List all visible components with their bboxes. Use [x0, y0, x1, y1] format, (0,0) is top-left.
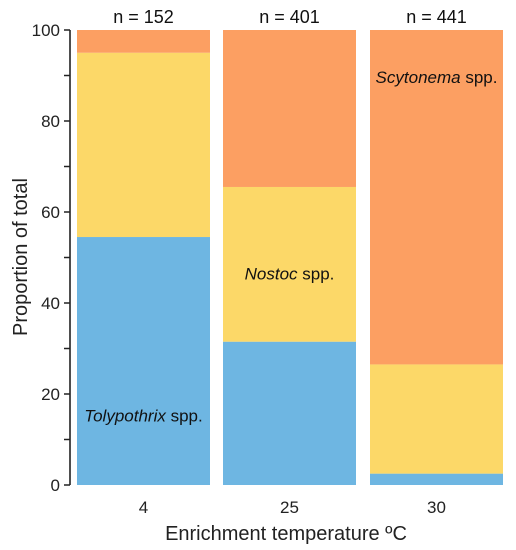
- bar-segment-tolypothrix: [370, 473, 503, 485]
- count-label: n = 152: [113, 7, 174, 27]
- bar-segment-scytonema: [370, 30, 503, 365]
- x-tick-label: 30: [427, 498, 446, 517]
- x-axis-title: Enrichment temperature ºC: [165, 523, 407, 545]
- series-label-tolypothrix: Tolypothrix spp.: [84, 407, 202, 426]
- y-tick-label: 40: [41, 294, 60, 313]
- x-axis: 4 25 30: [139, 498, 446, 517]
- x-tick-label: 25: [280, 498, 299, 517]
- y-tick-label: 80: [41, 112, 60, 131]
- count-label: n = 441: [406, 7, 467, 27]
- y-tick-label: 100: [32, 21, 60, 40]
- x-tick-label: 4: [139, 498, 148, 517]
- bar-segment-nostoc: [77, 52, 210, 238]
- y-axis: 0 20 40 60 80 100: [32, 21, 71, 495]
- series-label-nostoc: Nostoc spp.: [245, 265, 335, 284]
- count-label: n = 401: [259, 7, 320, 27]
- bars: [77, 30, 503, 485]
- bar-segment-scytonema: [77, 30, 210, 53]
- y-tick-label: 20: [41, 385, 60, 404]
- bar-segment-nostoc: [223, 186, 356, 342]
- labels: n = 152 n = 401 n = 441 Tolypothrix spp. Nos…: [84, 7, 497, 426]
- y-tick-label: 0: [51, 476, 60, 495]
- bar-segment-tolypothrix: [77, 237, 210, 485]
- bar-segment-nostoc: [370, 364, 503, 474]
- y-tick-label: 60: [41, 203, 60, 222]
- bar-segment-scytonema: [223, 30, 356, 187]
- y-axis-title: Proportion of total: [10, 178, 32, 336]
- bar-segment-tolypothrix: [223, 341, 356, 485]
- series-label-scytonema: Scytonema spp.: [376, 68, 498, 87]
